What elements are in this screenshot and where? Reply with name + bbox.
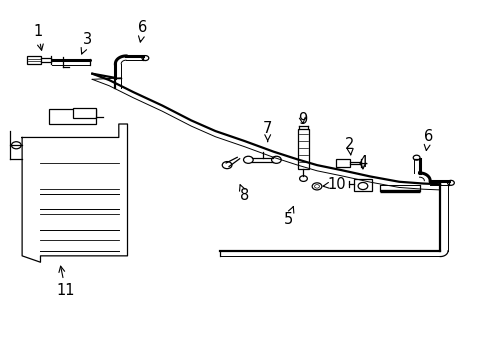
Text: 7: 7 — [263, 121, 272, 142]
FancyBboxPatch shape — [336, 159, 349, 167]
FancyBboxPatch shape — [298, 129, 308, 169]
Text: 1: 1 — [33, 24, 43, 50]
Text: 9: 9 — [297, 112, 306, 127]
FancyBboxPatch shape — [353, 179, 371, 192]
Text: 2: 2 — [345, 137, 354, 155]
Text: 5: 5 — [283, 207, 293, 227]
Text: 10: 10 — [323, 177, 345, 192]
Text: 6: 6 — [423, 129, 432, 150]
FancyBboxPatch shape — [73, 108, 96, 118]
Text: 6: 6 — [138, 20, 147, 42]
Text: 3: 3 — [81, 32, 92, 54]
FancyBboxPatch shape — [49, 109, 96, 124]
Text: 4: 4 — [358, 156, 367, 171]
Text: 11: 11 — [56, 266, 75, 298]
Text: 8: 8 — [239, 185, 248, 203]
FancyBboxPatch shape — [27, 56, 41, 64]
